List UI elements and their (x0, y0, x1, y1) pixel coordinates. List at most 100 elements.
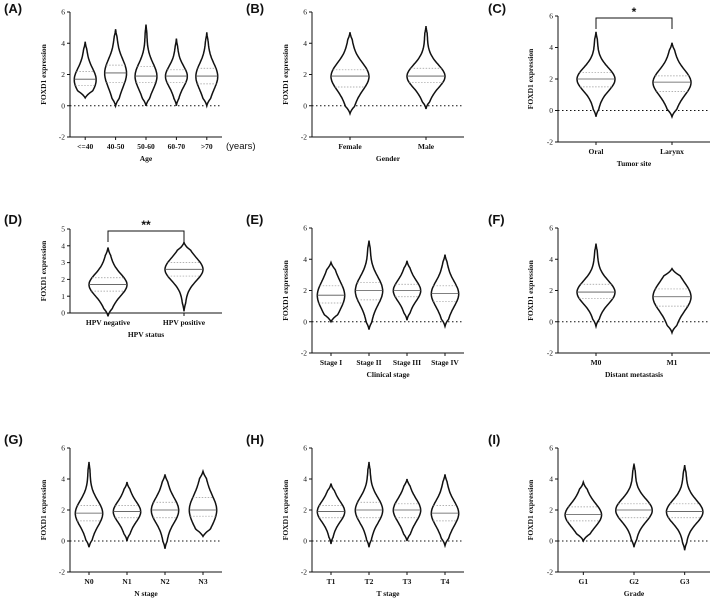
y-tick-label: 2 (549, 75, 553, 84)
y-tick-label: 6 (549, 224, 553, 233)
violin-M0 (576, 243, 616, 330)
y-tick-label: 0 (303, 537, 307, 546)
y-tick-label: 6 (303, 8, 307, 17)
significance-bracket (107, 230, 185, 242)
y-axis-label: FOXD1 expression (39, 43, 48, 104)
significance-bracket (595, 17, 673, 29)
violin-<=40 (73, 41, 97, 100)
y-tick-label: -2 (301, 568, 307, 577)
y-tick-label: 2 (549, 506, 553, 515)
violin-Stage IV (430, 254, 460, 330)
y-tick-label: 6 (549, 12, 553, 21)
panel-label: (B) (246, 1, 264, 16)
violin-Oral (576, 31, 616, 117)
panel-label: (C) (488, 1, 506, 16)
y-axis-label: FOXD1 expression (39, 479, 48, 540)
y-tick-label: 5 (61, 225, 65, 234)
y-tick-label: 2 (61, 506, 65, 515)
x-axis-label: N stage (134, 589, 158, 598)
panel-d: (D) 0 1 2 3 4 5 FOXD1 expression HPV negative HPV… (4, 212, 222, 339)
category-label: >70 (201, 142, 213, 151)
panel-g: (G) -2 0 2 4 6 FOXD1 expression N0 N1 N2 N3 N stage (4, 432, 222, 598)
y-tick-label: 2 (303, 506, 307, 515)
y-tick-label: 4 (61, 475, 65, 484)
x-axis-label: Clinical stage (366, 370, 410, 379)
y-tick-label: 1 (61, 292, 65, 301)
category-label: G3 (680, 577, 690, 586)
y-tick-label: -2 (547, 349, 553, 358)
category-label: Oral (589, 147, 604, 156)
y-tick-label: 2 (61, 70, 65, 79)
y-tick-label: 6 (303, 444, 307, 453)
y-tick-label: -2 (547, 138, 553, 147)
violin-N2 (150, 474, 180, 549)
y-tick-label: 0 (303, 101, 307, 110)
panel-a: (A) -2 0 2 4 6 FOXD1 expression <=40 40-50 50-60 6… (4, 1, 256, 163)
y-tick-label: 4 (549, 255, 553, 264)
y-tick-label: 0 (61, 309, 65, 318)
y-tick-label: 4 (303, 39, 307, 48)
violin-40-50 (103, 29, 128, 109)
violin-Male (406, 26, 446, 110)
violin-T4 (430, 474, 460, 549)
y-tick-label: 4 (303, 255, 307, 264)
category-label: N2 (160, 577, 169, 586)
panel-e: (E) -2 0 2 4 6 FOXD1 expression Stage I Stage II… (246, 212, 464, 379)
panel-h: (H) -2 0 2 4 6 FOXD1 expression T1 T2 T3 T4 T stage (246, 432, 464, 598)
category-label: T3 (403, 577, 412, 586)
category-label: Stage II (356, 358, 381, 367)
violin-T2 (354, 461, 384, 548)
y-tick-label: -2 (301, 349, 307, 358)
violin->70 (195, 32, 219, 109)
violin-HPV positive (164, 240, 204, 312)
panel-i: (I) -2 0 2 4 6 FOXD1 expression G1 G2 G3 Grade (488, 432, 710, 598)
panel-label: (E) (246, 212, 263, 227)
y-axis-label: FOXD1 expression (39, 240, 48, 301)
x-axis-label: T stage (377, 589, 401, 598)
violin-G3 (665, 464, 704, 551)
x-axis-label: Distant metastasis (605, 370, 663, 379)
category-label: Stage IV (431, 358, 459, 367)
x-axis-unit: (years) (226, 141, 256, 152)
category-label: Male (418, 142, 435, 151)
category-label: 50-60 (137, 142, 155, 151)
panel-label: (F) (488, 212, 505, 227)
panel-label: (D) (4, 212, 22, 227)
y-tick-label: -2 (547, 568, 553, 577)
x-axis-label: Grade (624, 589, 645, 598)
y-tick-label: 6 (61, 444, 65, 453)
panel-label: (G) (4, 432, 23, 447)
y-tick-label: 0 (549, 106, 553, 115)
y-tick-label: 4 (303, 475, 307, 484)
category-label: <=40 (77, 142, 93, 151)
category-label: HPV negative (86, 318, 131, 327)
y-tick-label: 6 (61, 8, 65, 17)
y-tick-label: 4 (61, 39, 65, 48)
category-label: Stage III (393, 358, 421, 367)
y-axis-label: FOXD1 expression (526, 479, 535, 540)
y-axis-label: FOXD1 expression (526, 259, 535, 320)
category-label: G2 (629, 577, 639, 586)
violin-HPV negative (88, 247, 128, 317)
y-tick-label: 2 (61, 275, 65, 284)
significance-label: * (632, 5, 637, 19)
violin-T1 (316, 483, 346, 545)
panel-label: (I) (488, 432, 500, 447)
panel-b: (B) -2 0 2 4 6 FOXD1 expression Female Male Gende… (246, 1, 464, 163)
panel-label: (A) (4, 1, 22, 16)
y-tick-label: 0 (549, 537, 553, 546)
y-tick-label: 4 (549, 475, 553, 484)
y-tick-label: 4 (549, 43, 553, 52)
category-label: 40-50 (107, 142, 125, 151)
category-label: M0 (591, 358, 602, 367)
violin-50-60 (134, 24, 158, 106)
category-label: N0 (84, 577, 93, 586)
y-tick-label: -2 (59, 568, 65, 577)
category-label: N3 (198, 577, 207, 586)
category-label: G1 (579, 577, 589, 586)
y-tick-label: 3 (61, 258, 65, 267)
category-label: T2 (365, 577, 374, 586)
category-label: Larynx (660, 147, 684, 156)
x-axis-label: Gender (376, 154, 401, 163)
panel-f: (F) -2 0 2 4 6 FOXD1 expression M0 M1 Distant met… (488, 212, 710, 379)
